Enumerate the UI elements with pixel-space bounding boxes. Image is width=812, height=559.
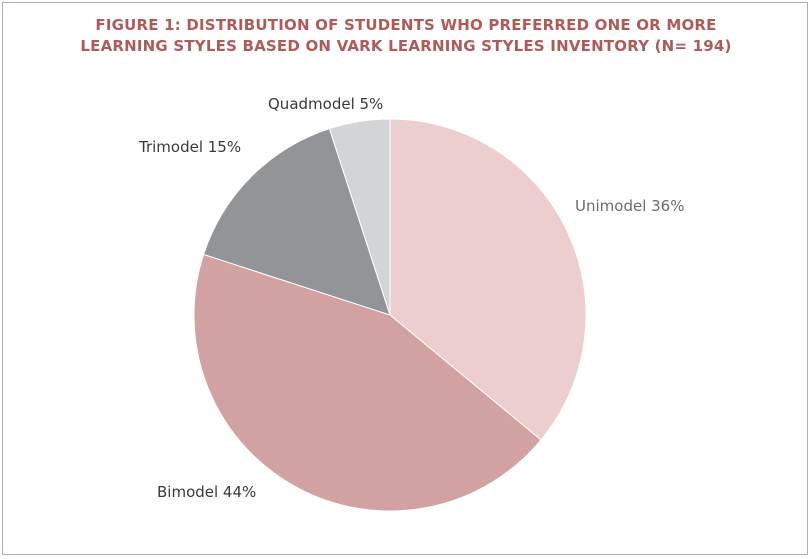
- pie-slice-quadmodel: [328, 118, 391, 316]
- pie-slices: [193, 118, 587, 512]
- slice-label-quadmodel: Quadmodel 5%: [268, 95, 383, 113]
- slice-label-bimodel: Bimodel 44%: [157, 483, 256, 501]
- pie-labels: Unimodel 36% Bimodel 44% Trimodel 15% Quadm…: [138, 95, 684, 501]
- chart-title-line-2: LEARNING STYLES BASED ON VARK LEARNING S…: [80, 37, 732, 55]
- chart-title-line-1: FIGURE 1: DISTRIBUTION OF STUDENTS WHO P…: [95, 16, 717, 34]
- pie-slice-trimodel: [202, 127, 391, 316]
- chart-title: FIGURE 1: DISTRIBUTION OF STUDENTS WHO P…: [3, 15, 809, 57]
- pie-slice-unimodel: [389, 118, 587, 441]
- slice-label-trimodel: Trimodel 15%: [138, 138, 241, 156]
- pie-slice-bimodel: [193, 253, 542, 512]
- slice-label-unimodel: Unimodel 36%: [575, 197, 684, 215]
